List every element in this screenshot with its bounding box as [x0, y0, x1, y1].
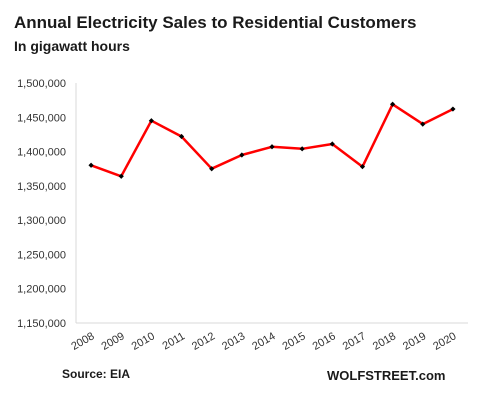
y-axis-ticks: 1,150,000 1,200,000 1,250,000 1,300,000 1,35… [17, 78, 66, 330]
y-tick-label: 1,300,000 [17, 215, 66, 227]
data-point [118, 173, 124, 179]
x-tick-label: 2014 [250, 330, 277, 353]
x-tick-label: 2012 [190, 330, 217, 353]
x-tick-label: 2009 [100, 330, 127, 353]
y-tick-label: 1,350,000 [17, 181, 66, 193]
y-tick-label: 1,450,000 [17, 112, 66, 124]
data-point [420, 121, 426, 127]
source-note: Source: EIA [62, 367, 130, 381]
brand-label: WOLFSTREET.com [327, 368, 445, 383]
x-tick-label: 2010 [130, 330, 157, 353]
data-point [299, 146, 305, 152]
data-point [269, 144, 275, 150]
chart-title: Annual Electricity Sales to Residential … [14, 13, 416, 32]
data-point [88, 162, 94, 168]
y-tick-label: 1,500,000 [17, 78, 66, 90]
series-line [90, 103, 454, 178]
x-tick-label: 2016 [311, 330, 338, 353]
x-tick-label: 2018 [371, 330, 398, 353]
x-tick-label: 2013 [220, 330, 247, 353]
x-axis-ticks: 2008 2009 2010 2011 2012 2013 2014 2015 2016 2017… [69, 330, 458, 353]
data-point [390, 101, 396, 107]
y-tick-label: 1,400,000 [17, 147, 66, 159]
x-tick-label: 2015 [280, 330, 307, 353]
data-point [178, 133, 185, 140]
chart-subtitle: In gigawatt hours [14, 38, 130, 54]
data-point [148, 118, 154, 124]
x-tick-label: 2017 [341, 330, 368, 353]
series-group [88, 101, 456, 179]
y-tick-label: 1,150,000 [17, 318, 66, 330]
data-point [450, 106, 456, 112]
x-tick-label: 2011 [161, 330, 187, 352]
data-point [239, 152, 245, 158]
y-tick-label: 1,200,000 [17, 284, 66, 296]
x-tick-label: 2008 [69, 330, 96, 353]
data-point [359, 164, 366, 170]
y-tick-label: 1,250,000 [17, 249, 66, 261]
data-point [329, 141, 335, 147]
data-point [209, 166, 215, 172]
x-tick-label: 2020 [431, 330, 458, 353]
x-tick-label: 2019 [401, 330, 428, 353]
